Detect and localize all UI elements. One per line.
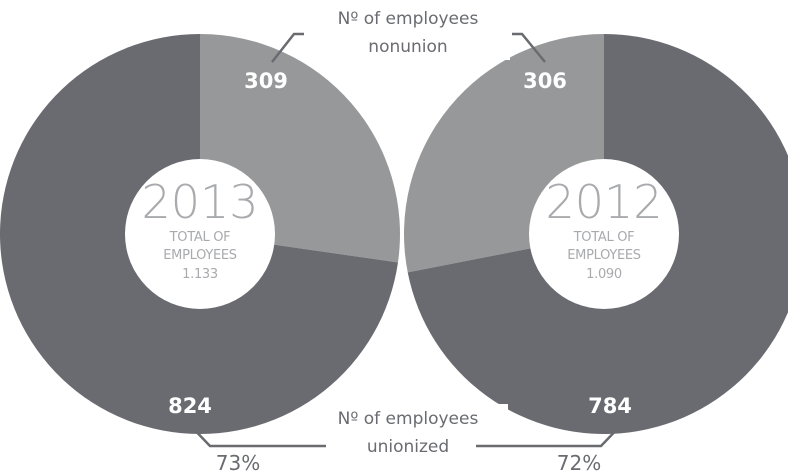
donut-2013: 2013 TOTAL OF EMPLOYEES 1.133 309 824 73… — [0, 34, 400, 473]
value-label-2013-nonunion: 309 — [244, 69, 288, 93]
percent-label-2013: 73% — [216, 451, 260, 473]
slice-2012-unionized — [407, 34, 788, 434]
center-hole-2013 — [125, 159, 275, 309]
center-hole-2012 — [529, 159, 679, 309]
donut-2012: 2012 TOTAL OF EMPLOYEES 1.090 306 784 72… — [404, 34, 788, 473]
center-label-line1-2012: TOTAL OF — [573, 230, 635, 245]
center-label-line2-2012: EMPLOYEES — [567, 248, 641, 263]
annotation-nonunion-line2: nonunion — [368, 37, 447, 57]
annotation-unionized-backdrop — [312, 404, 508, 458]
value-label-2012-nonunion: 306 — [523, 69, 567, 93]
center-year-2012: 2012 — [545, 175, 662, 229]
value-label-2013-unionized: 824 — [168, 394, 212, 418]
annotation-nonunion-backdrop — [306, 0, 510, 60]
annotation-nonunion-line1: Nº of employees — [338, 9, 479, 29]
center-label-line1-2013: TOTAL OF — [169, 230, 231, 245]
percent-label-2012: 72% — [557, 451, 601, 473]
center-total-2013: 1.133 — [182, 267, 218, 282]
annotation-nonunion: Nº of employees nonunion — [271, 0, 546, 63]
center-total-2012: 1.090 — [586, 267, 622, 282]
annotation-unionized-line1: Nº of employees — [338, 409, 479, 429]
annotation-unionized-line2: unionized — [367, 437, 449, 457]
leader-line-unionized — [186, 421, 625, 448]
value-label-2012-unionized: 784 — [588, 394, 632, 418]
center-label-line2-2013: EMPLOYEES — [163, 248, 237, 263]
center-year-2013: 2013 — [141, 175, 258, 229]
leader-line-nonunion — [271, 32, 546, 63]
annotation-unionized: Nº of employees unionized — [186, 404, 625, 458]
